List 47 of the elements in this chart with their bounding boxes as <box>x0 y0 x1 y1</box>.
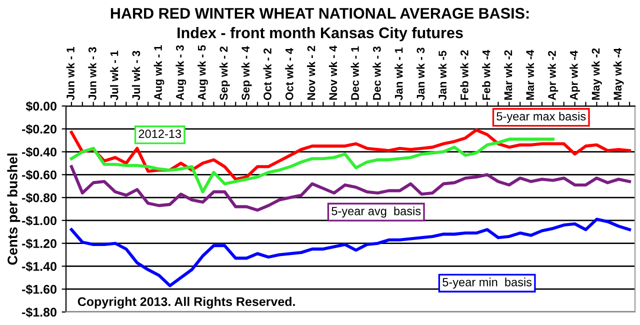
x-tick-label: Sep wk - 2 <box>219 46 230 100</box>
x-tick-label: Mar wk -2 <box>504 50 512 100</box>
x-tick-label: Jan wk - 1 <box>394 48 403 100</box>
x-tick-label: Jan wk - 3 <box>416 48 425 100</box>
y-tick-label: -$1.20 <box>22 238 56 249</box>
y-tick-label: -$0.80 <box>22 192 56 204</box>
x-tick-label: Jan wk -5 <box>438 50 446 100</box>
y-tick-label: -$1.60 <box>22 284 56 295</box>
x-tick-label: Nov wk - 2 <box>307 46 316 100</box>
chart-title: HARD RED WINTER WHEAT NATIONAL AVERAGE BASIS: <box>110 8 529 19</box>
x-tick-label: Jun wk - 3 <box>88 47 96 100</box>
line-series <box>70 128 632 181</box>
x-tick-label: Aug wk - 5 <box>198 45 208 100</box>
line-series <box>70 138 554 194</box>
line-series <box>70 218 632 288</box>
y-tick-label: -$0.60 <box>22 170 56 180</box>
x-tick-label: Apr wk -4 <box>570 50 580 100</box>
y-axis-title: Cents per bushel <box>7 154 20 265</box>
y-tick-label: $0.00 <box>26 101 56 112</box>
x-tick-label: Dec wk - 1 <box>350 46 359 100</box>
x-tick-label: Mar wk -4 <box>526 50 534 100</box>
series-label: 5-year max basis <box>496 112 586 123</box>
text: 5-year min basis <box>442 278 532 289</box>
x-tick-label: May wk -4 <box>613 48 624 100</box>
x-tick-label: Oct wk - 4 <box>285 48 294 100</box>
x-tick-label: Feb wk -2 <box>460 50 468 100</box>
chart-subtitle: Index - front month Kansas City futures <box>178 27 463 42</box>
x-tick-label: Feb wk -4 <box>482 50 490 100</box>
x-tick-label: Aug wk - 3 <box>176 45 186 100</box>
x-tick-label: Jun wk - 1 <box>66 47 74 100</box>
x-tick-label: Apr wk -2 <box>548 50 558 100</box>
text: 2012-13 <box>138 130 182 138</box>
annotation: Copyright 2013. All Rights Reserved. <box>78 296 295 309</box>
y-tick-label: -$1.80 <box>22 307 56 318</box>
y-tick-label: -$0.20 <box>22 124 56 134</box>
x-tick-label: Oct wk - 2 <box>263 48 272 100</box>
x-tick-label: Jul wk - 1 <box>110 50 118 100</box>
x-tick-label: Dec wk - 3 <box>372 46 381 100</box>
x-tick-label: Jul wk - 3 <box>132 50 140 100</box>
series-label: 5-year avg basis <box>332 206 421 218</box>
y-tick-label: -$1.00 <box>22 216 56 226</box>
x-tick-label: May wk -2 <box>592 48 602 100</box>
x-tick-label: Sep wk - 4 <box>241 46 252 100</box>
x-tick-label: Aug wk - 1 <box>154 45 164 100</box>
x-tick-label: Nov wk - 4 <box>328 46 338 100</box>
y-tick-label: -$0.40 <box>22 147 56 158</box>
y-tick-label: -$1.40 <box>22 261 56 272</box>
